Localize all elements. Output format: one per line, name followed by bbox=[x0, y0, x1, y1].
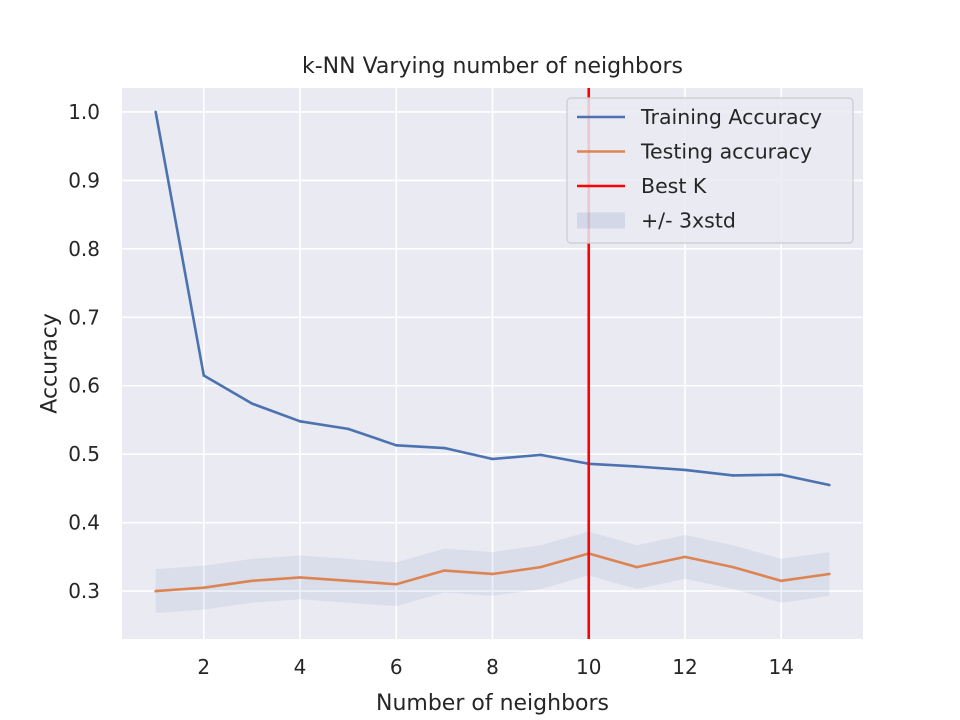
y-tick-label: 1.0 bbox=[68, 100, 100, 124]
series-1-point bbox=[539, 565, 542, 569]
legend-label: +/- 3xstd bbox=[641, 209, 736, 233]
series-0-point bbox=[779, 473, 783, 477]
legend-label: Training Accuracy bbox=[640, 105, 822, 129]
series-0-point bbox=[154, 110, 157, 114]
legend-frame bbox=[566, 97, 854, 244]
series-1-point bbox=[635, 565, 639, 569]
legend-swatch bbox=[577, 212, 625, 229]
series-0-point bbox=[828, 483, 831, 487]
y-tick-label: 0.6 bbox=[68, 374, 100, 398]
y-tick-label: 0.9 bbox=[68, 168, 100, 192]
series-0-point bbox=[731, 474, 735, 477]
series-1-point bbox=[346, 579, 350, 583]
std-band bbox=[155, 531, 830, 613]
legend-label: Testing accuracy bbox=[640, 140, 812, 164]
legend-label: Best K bbox=[641, 174, 707, 198]
series-1-point bbox=[491, 572, 494, 576]
x-tick-label: 14 bbox=[768, 655, 793, 679]
series-1-point bbox=[394, 582, 398, 586]
series-0-point bbox=[298, 420, 302, 423]
series-1-point bbox=[828, 572, 831, 576]
y-tick-label: 0.4 bbox=[68, 511, 100, 535]
x-axis-label: Number of neighbors bbox=[376, 691, 609, 716]
series-1-point bbox=[202, 586, 206, 589]
y-axis-label: Accuracy bbox=[38, 313, 63, 413]
x-tick-label: 10 bbox=[576, 655, 601, 679]
x-tick-label: 4 bbox=[294, 655, 307, 679]
series-0-point bbox=[539, 453, 542, 457]
chart-title: k-NN Varying number of neighbors bbox=[302, 54, 683, 79]
std-band-layer bbox=[155, 531, 830, 613]
series-0-point bbox=[683, 468, 687, 472]
series-0-point bbox=[491, 457, 494, 461]
series-0-point bbox=[635, 465, 639, 468]
y-tick-label: 0.3 bbox=[68, 579, 100, 603]
x-tick-label: 8 bbox=[486, 655, 499, 679]
x-tick-labels: 2 4 6 8 10 12 14 bbox=[197, 655, 793, 679]
series-1-point bbox=[683, 555, 687, 559]
series-1-point bbox=[154, 589, 157, 593]
series-0-point bbox=[443, 446, 446, 450]
x-tick-label: 12 bbox=[672, 655, 697, 679]
y-tick-label: 0.7 bbox=[68, 305, 100, 329]
legend: Training Accuracy Testing accuracy Best K +… bbox=[566, 97, 854, 244]
series-0-point bbox=[346, 427, 350, 431]
series-1-point bbox=[731, 565, 735, 569]
y-tick-labels: 0.3 0.4 0.5 0.6 0.7 0.8 0.9 1.0 bbox=[68, 100, 100, 603]
y-tick-label: 0.8 bbox=[68, 237, 100, 261]
series-1-point bbox=[250, 579, 254, 583]
x-tick-label: 6 bbox=[390, 655, 403, 679]
series-0-point bbox=[394, 443, 398, 447]
x-tick-label: 2 bbox=[197, 655, 210, 679]
series-1-point bbox=[443, 569, 446, 572]
series-1-point bbox=[779, 579, 783, 583]
series-1-point bbox=[298, 576, 302, 579]
series-0-point bbox=[250, 402, 254, 405]
y-tick-label: 0.5 bbox=[68, 442, 100, 466]
series-0-point bbox=[202, 374, 206, 377]
